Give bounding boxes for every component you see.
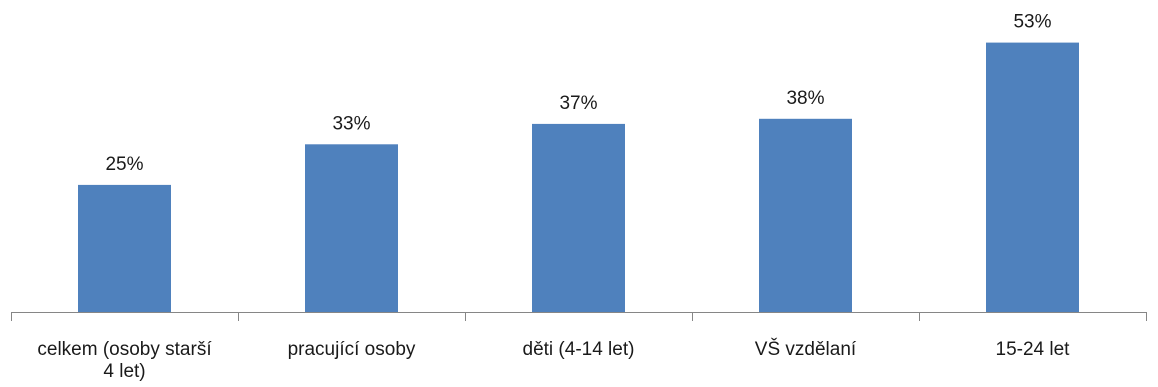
bars-group bbox=[78, 42, 1079, 313]
value-labels-group: 25% 33% 37% 38% 53% bbox=[105, 12, 1051, 175]
category-label-line: pracující osoby bbox=[288, 339, 416, 360]
category-label-4: VŠ vzdělaní bbox=[755, 338, 857, 360]
category-label-line: děti (4-14 let) bbox=[523, 339, 635, 360]
bar-3 bbox=[532, 123, 625, 313]
value-label-3: 37% bbox=[559, 93, 597, 114]
category-label-line: celkem (osoby starší bbox=[37, 339, 212, 360]
bar-4 bbox=[759, 118, 852, 312]
value-label-5: 53% bbox=[1013, 12, 1051, 33]
category-label-line: VŠ vzdělaní bbox=[755, 338, 857, 360]
category-label-3: děti (4-14 let) bbox=[523, 339, 635, 360]
category-label-line: 15-24 let bbox=[996, 339, 1071, 360]
category-label-2: pracující osoby bbox=[288, 339, 416, 360]
value-label-1: 25% bbox=[105, 154, 143, 175]
value-label-2: 33% bbox=[332, 113, 370, 134]
category-label-1: celkem (osoby starší 4 let) bbox=[37, 339, 212, 382]
category-label-line: 4 let) bbox=[103, 361, 145, 382]
bar-1 bbox=[78, 184, 171, 312]
category-label-5: 15-24 let bbox=[996, 339, 1071, 360]
value-label-4: 38% bbox=[786, 88, 824, 109]
category-labels-group: celkem (osoby starší 4 let) pracující osob… bbox=[37, 338, 1070, 382]
bar-5 bbox=[986, 42, 1079, 312]
x-axis-ticks bbox=[11, 312, 1147, 321]
bar-2 bbox=[305, 144, 398, 313]
